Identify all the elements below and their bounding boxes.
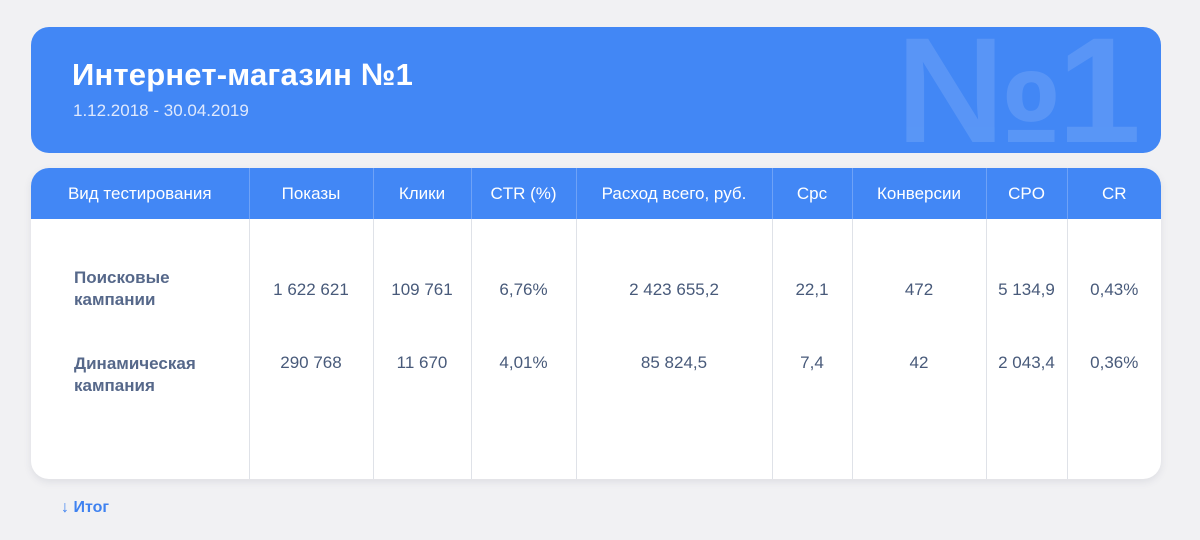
column-header-cpo: CPO xyxy=(985,168,1067,219)
results-table-card: Вид тестирования Показы Клики CTR (%) Ра… xyxy=(31,168,1161,479)
column-header-test-type: Вид тестирования xyxy=(67,183,212,203)
cell-ctr: 6,76% xyxy=(470,219,576,341)
results-table: Вид тестирования Показы Клики CTR (%) Ра… xyxy=(31,168,1161,479)
column-header-clicks: Клики xyxy=(372,168,471,219)
cell-conversions: 42 xyxy=(851,341,986,435)
table-filler-row xyxy=(31,435,1161,479)
page-title: Интернет-магазин №1 xyxy=(72,57,414,92)
date-range: 1.12.2018 - 30.04.2019 xyxy=(73,101,249,120)
row-label: Динамическая кампания xyxy=(74,354,196,395)
cell-impressions: 290 768 xyxy=(248,341,373,435)
cell-spend: 85 824,5 xyxy=(575,341,772,435)
column-header-ctr: CTR (%) xyxy=(470,168,576,219)
cell-conversions: 472 xyxy=(851,219,986,341)
column-header-spend: Расход всего, руб. xyxy=(575,168,772,219)
table-header-row: Вид тестирования Показы Клики CTR (%) Ра… xyxy=(31,168,1161,219)
cell-cpo: 2 043,4 xyxy=(985,341,1067,435)
cell-ctr: 4,01% xyxy=(470,341,576,435)
cell-cpc: 22,1 xyxy=(771,219,852,341)
column-header-impressions: Показы xyxy=(248,168,373,219)
cell-clicks: 11 670 xyxy=(372,341,471,435)
cell-clicks: 109 761 xyxy=(372,219,471,341)
cell-cpc: 7,4 xyxy=(771,341,852,435)
total-link[interactable]: ↓ Итог xyxy=(61,499,110,516)
cell-spend: 2 423 655,2 xyxy=(575,219,772,341)
cell-cr: 0,43% xyxy=(1066,219,1161,341)
number-watermark: №1 xyxy=(896,27,1141,153)
cell-cr: 0,36% xyxy=(1066,341,1161,435)
column-header-conversions: Конверсии xyxy=(851,168,986,219)
cell-cpo: 5 134,9 xyxy=(985,219,1067,341)
cell-impressions: 1 622 621 xyxy=(248,219,373,341)
table-row: Поисковые кампании 1 622 621 109 761 6,7… xyxy=(31,219,1161,341)
column-header-cr: CR xyxy=(1066,168,1161,219)
table-row: Динамическая кампания 290 768 11 670 4,0… xyxy=(31,341,1161,435)
report-header: Интернет-магазин №1 1.12.2018 - 30.04.20… xyxy=(31,27,1161,153)
row-label: Поисковые кампании xyxy=(74,267,170,309)
column-header-cpc: Cpc xyxy=(771,168,852,219)
